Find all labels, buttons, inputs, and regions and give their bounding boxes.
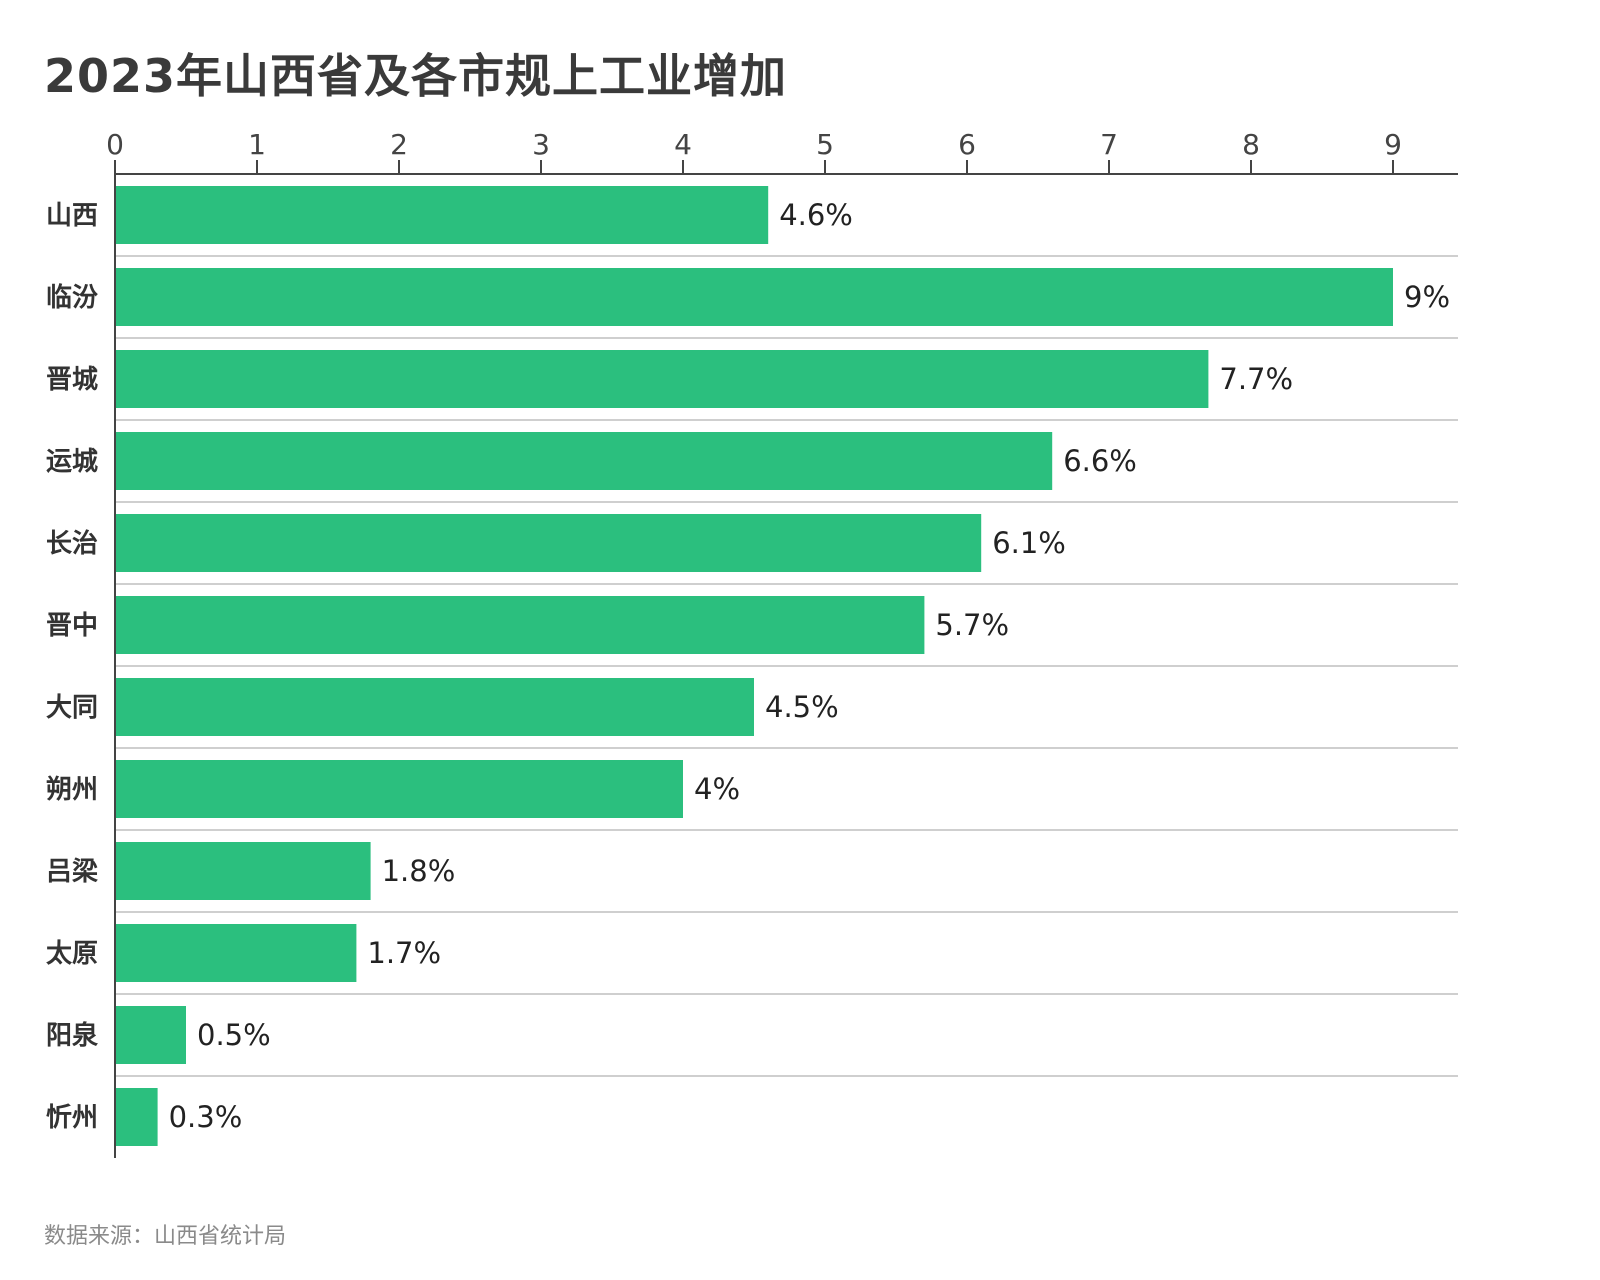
bar: [116, 350, 1209, 408]
bar: [116, 678, 754, 736]
category-label: 阳泉: [46, 1020, 99, 1051]
bar: [116, 842, 371, 900]
bar: [116, 760, 683, 818]
category-label: 山西: [46, 201, 98, 231]
category-label: 晋城: [46, 365, 98, 395]
value-label: 0.3%: [169, 1100, 243, 1134]
bar: [116, 432, 1053, 490]
x-axis: 0 1 2 3 4 5 6 7 8 9: [106, 128, 1458, 1158]
x-tick-label: 4: [674, 128, 692, 161]
bar: [116, 186, 769, 244]
value-label: 7.7%: [1219, 362, 1293, 396]
category-label: 大同: [46, 693, 98, 723]
bar: [116, 514, 982, 572]
value-label: 1.7%: [367, 936, 441, 970]
value-label: 6.1%: [992, 526, 1066, 560]
bar: [116, 1088, 158, 1146]
category-label: 晋中: [46, 611, 98, 641]
x-tick-label: 5: [816, 128, 834, 161]
category-label: 吕梁: [46, 857, 98, 887]
category-label: 运城: [46, 447, 98, 477]
bar: [116, 268, 1393, 326]
value-label: 5.7%: [935, 608, 1009, 642]
value-label: 4%: [694, 772, 740, 806]
x-tick-label: 2: [390, 128, 408, 161]
chart-title: 2023年山西省及各市规上工业增加: [44, 49, 788, 103]
x-tick-label: 6: [958, 128, 976, 161]
x-tick-label: 1: [248, 128, 266, 161]
source-note: 数据来源：山西省统计局: [44, 1224, 287, 1249]
x-tick-label: 3: [532, 128, 550, 161]
bars: [116, 186, 1393, 1146]
category-label: 临汾: [46, 282, 98, 313]
category-label: 忻州: [46, 1103, 98, 1133]
value-label: 6.6%: [1063, 444, 1137, 478]
value-label: 9%: [1404, 280, 1450, 314]
bar: [116, 1006, 186, 1064]
value-label: 4.5%: [765, 690, 839, 724]
bar: [116, 924, 357, 982]
value-label: 0.5%: [197, 1018, 271, 1052]
x-tick-label: 8: [1242, 128, 1260, 161]
value-label: 4.6%: [779, 198, 853, 232]
category-label: 长治: [46, 529, 98, 559]
bar: [116, 596, 925, 654]
category-label: 朔州: [46, 775, 98, 805]
value-label: 1.8%: [382, 854, 456, 888]
x-tick-label: 0: [106, 128, 124, 161]
x-tick-label: 7: [1100, 128, 1118, 161]
labels: 山西 4.6% 临汾 9% 晋城 7.7% 运城 6.6% 长治 6.1% 晋中 5.7% 大同 4.5%…: [46, 198, 1450, 1134]
category-label: 太原: [46, 939, 98, 969]
x-tick-label: 9: [1384, 128, 1402, 161]
grid-lines: [115, 255, 1458, 1077]
